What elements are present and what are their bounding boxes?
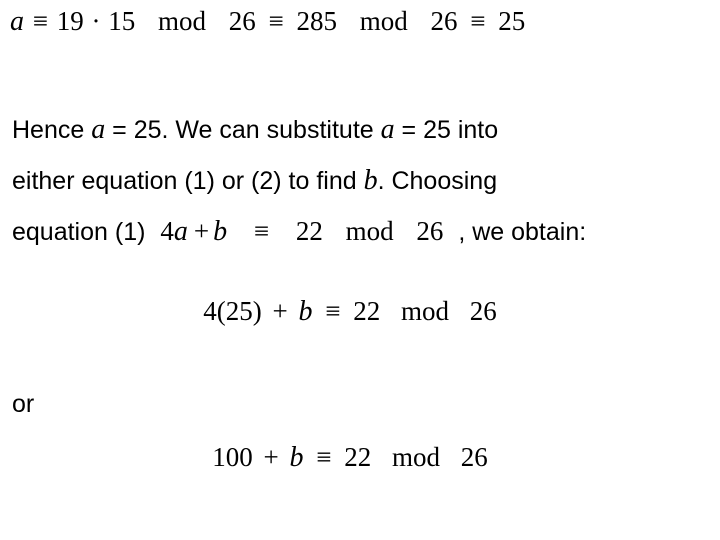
- var-a: a: [174, 216, 190, 247]
- equation-bot-wrap: 100 + b ≡ 22 mod 26: [0, 442, 700, 474]
- num-26: 26: [416, 216, 443, 246]
- equation-mid-wrap: 4(25) + b ≡ 22 mod 26: [0, 296, 700, 328]
- equation-top: a ≡ 19 · 15 mod 26 ≡ 285 mod 26 ≡ 25: [10, 6, 525, 38]
- op-eq: ≡: [464, 6, 491, 36]
- op-plus: +: [260, 442, 283, 472]
- num-26: 26: [461, 442, 488, 472]
- num-22: 22: [344, 442, 371, 472]
- num-26: 26: [431, 6, 458, 36]
- text: . Choosing: [378, 167, 498, 195]
- lhs: 100: [212, 442, 253, 472]
- var-b: b: [364, 165, 378, 196]
- paragraph-line-3: equation (1) 4a+b ≡ 22 mod 26 , we obtai…: [12, 214, 586, 250]
- num-22: 22: [296, 216, 323, 246]
- paragraph-line-2: either equation (1) or (2) to find b. Ch…: [12, 163, 497, 199]
- text: = 25 into: [395, 116, 499, 144]
- num-285: 285: [296, 6, 337, 36]
- text: either equation (1) or (2) to find: [12, 167, 364, 195]
- mod-label: mod: [378, 442, 454, 472]
- mod-label: mod: [330, 216, 410, 246]
- var-b: b: [213, 216, 227, 247]
- num-26: 26: [470, 296, 497, 326]
- var-a: a: [10, 6, 24, 37]
- num-22: 22: [353, 296, 380, 326]
- op-plus: +: [269, 296, 292, 326]
- paragraph-line-1: Hence a = 25. We can substitute a = 25 i…: [12, 112, 498, 148]
- num-4: 4: [160, 216, 174, 246]
- num-26: 26: [229, 6, 256, 36]
- op-plus: +: [190, 216, 213, 246]
- num-25: 25: [498, 6, 525, 36]
- equation-bot: 100 + b ≡ 22 mod 26: [212, 442, 487, 472]
- var-b: b: [289, 442, 303, 473]
- text: = 25. We can substitute: [105, 116, 380, 144]
- text: Hence: [12, 116, 91, 144]
- mod-label: mod: [387, 296, 463, 326]
- or-label: or: [12, 388, 34, 421]
- mod-label: mod: [142, 6, 222, 36]
- text: equation (1): [12, 218, 152, 246]
- lhs: 4(25): [203, 296, 261, 326]
- num-15: 15: [108, 6, 135, 36]
- var-a: a: [381, 114, 395, 145]
- op-eq: ≡: [319, 296, 346, 326]
- op-eq: ≡: [234, 216, 289, 246]
- equation-mid: 4(25) + b ≡ 22 mod 26: [203, 296, 496, 326]
- text: , we obtain:: [450, 218, 586, 246]
- var-a: a: [91, 114, 105, 145]
- mod-label: mod: [344, 6, 424, 36]
- op-eq: ≡: [263, 6, 290, 36]
- op-dot: ·: [90, 6, 101, 36]
- num-19: 19: [57, 6, 84, 36]
- var-b: b: [298, 296, 312, 327]
- equation-inline: 4a+b ≡ 22 mod 26: [152, 214, 443, 250]
- op-eq: ≡: [31, 6, 50, 36]
- op-eq: ≡: [310, 442, 337, 472]
